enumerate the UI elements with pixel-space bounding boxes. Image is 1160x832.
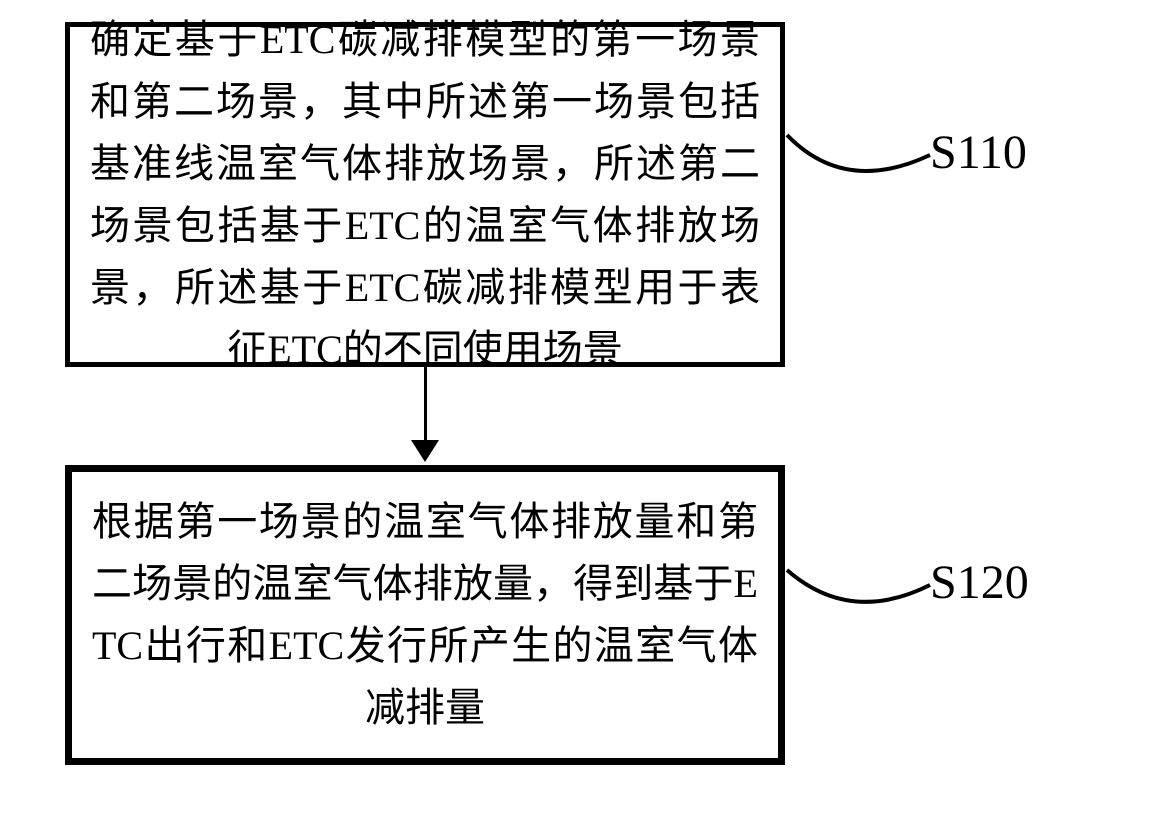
flowchart-container: 确定基于ETC碳减排模型的第一场景和第二场景，其中所述第一场景包括基准线温室气体… — [0, 0, 1160, 832]
step-text: 根据第一场景的温室气体排放量和第二场景的温室气体排放量，得到基于ETC出行和ET… — [92, 491, 758, 739]
step-label-s120: S120 — [930, 555, 1029, 610]
flowchart-step-s110: 确定基于ETC碳减排模型的第一场景和第二场景，其中所述第一场景包括基准线温室气体… — [65, 22, 785, 367]
flowchart-step-s120: 根据第一场景的温室气体排放量和第二场景的温室气体排放量，得到基于ETC出行和ET… — [65, 465, 785, 765]
flowchart-arrow-line — [424, 367, 427, 442]
flowchart-arrow-head — [411, 440, 439, 462]
step-label-s110: S110 — [930, 125, 1027, 180]
step-text: 确定基于ETC碳减排模型的第一场景和第二场景，其中所述第一场景包括基准线温室气体… — [90, 9, 760, 381]
connector-curve-s120 — [785, 530, 935, 630]
connector-curve-s110 — [785, 100, 935, 200]
